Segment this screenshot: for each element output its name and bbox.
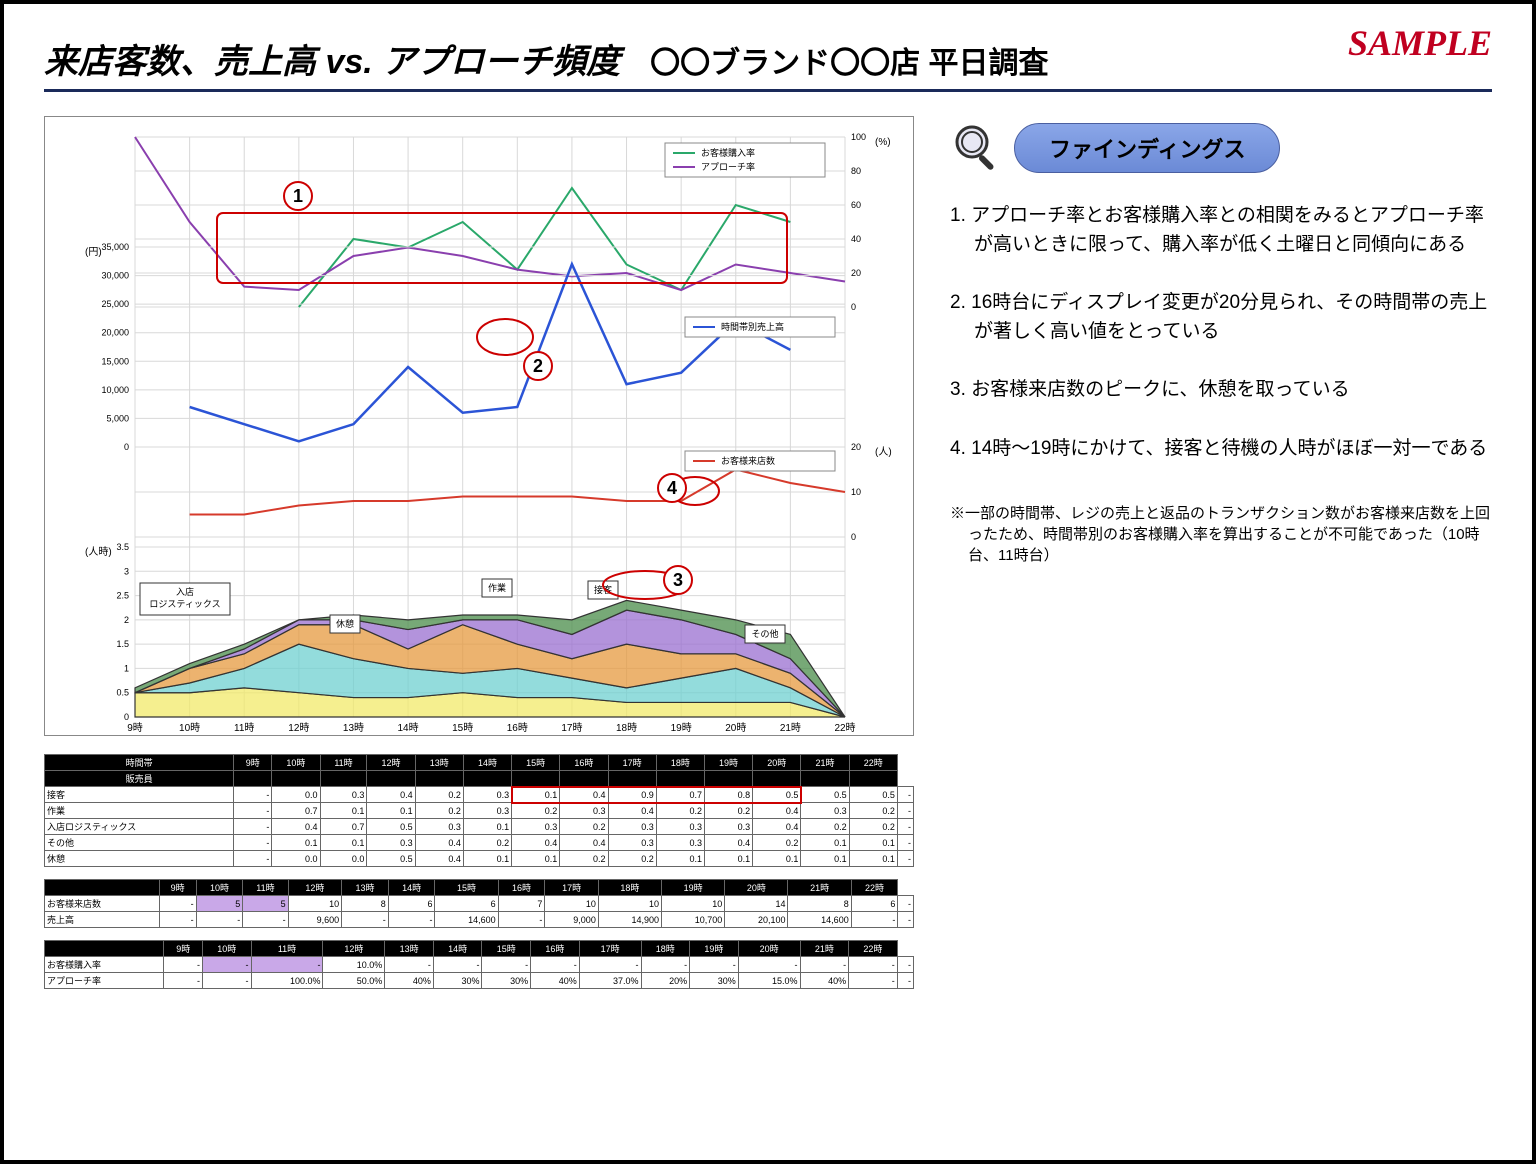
svg-text:ロジスティックス: ロジスティックス bbox=[149, 599, 220, 609]
data-table: 9時10時11時12時13時14時15時16時17時18時19時20時21時22… bbox=[44, 879, 914, 928]
svg-text:1.5: 1.5 bbox=[116, 639, 129, 649]
svg-text:お客様来店数: お客様来店数 bbox=[721, 455, 775, 466]
svg-text:お客様購入率: お客様購入率 bbox=[701, 147, 755, 158]
svg-text:15,000: 15,000 bbox=[101, 356, 129, 366]
finding-item: 4. 14時～19時にかけて、接客と待機の人時がほぼ一対一である bbox=[950, 435, 1492, 464]
svg-text:(円): (円) bbox=[85, 247, 102, 258]
svg-text:10: 10 bbox=[851, 487, 861, 497]
footnote: ※一部の時間帯、レジの売上と返品のトランザクション数がお客様来店数を上回ったため… bbox=[950, 503, 1492, 566]
svg-text:17時: 17時 bbox=[561, 722, 582, 734]
svg-text:20,000: 20,000 bbox=[101, 328, 129, 338]
svg-text:9時: 9時 bbox=[127, 722, 143, 734]
svg-text:1: 1 bbox=[124, 663, 129, 673]
svg-text:21時: 21時 bbox=[780, 722, 801, 734]
data-table: 9時10時11時12時13時14時15時16時17時18時19時20時21時22… bbox=[44, 940, 914, 989]
svg-text:時間帯別売上高: 時間帯別売上高 bbox=[721, 321, 784, 332]
svg-text:入店: 入店 bbox=[176, 586, 194, 597]
finding-item: 2. 16時台にディスプレイ変更が20分見られ、その時間帯の売上が著しく高い値を… bbox=[950, 289, 1492, 346]
svg-text:10時: 10時 bbox=[179, 722, 200, 734]
svg-text:20: 20 bbox=[851, 442, 861, 452]
findings-heading: ファインディングス bbox=[1014, 123, 1280, 173]
magnifier-icon bbox=[950, 120, 1006, 176]
svg-text:12時: 12時 bbox=[288, 722, 309, 734]
svg-text:0: 0 bbox=[851, 532, 856, 542]
svg-text:40: 40 bbox=[851, 234, 861, 244]
page-title-sub: 〇〇ブランド〇〇店 平日調査 bbox=[650, 38, 1048, 82]
svg-text:その他: その他 bbox=[751, 628, 778, 639]
svg-text:13時: 13時 bbox=[343, 722, 364, 734]
svg-text:100: 100 bbox=[851, 132, 866, 142]
findings-list: 1. アプローチ率とお客様購入率との相関をみるとアプローチ率が高いときに限って、… bbox=[950, 202, 1492, 463]
callout-number: 4 bbox=[657, 473, 687, 503]
svg-text:19時: 19時 bbox=[671, 722, 692, 734]
callout-number: 3 bbox=[663, 565, 693, 595]
svg-text:20: 20 bbox=[851, 268, 861, 278]
svg-text:10,000: 10,000 bbox=[101, 385, 129, 395]
page-title-main: 来店客数、売上高 vs. アプローチ頻度 bbox=[44, 34, 620, 83]
svg-text:30,000: 30,000 bbox=[101, 271, 129, 281]
svg-text:2: 2 bbox=[124, 615, 129, 625]
finding-item: 3. お客様来店数のピークに、休憩を取っている bbox=[950, 376, 1492, 405]
svg-text:0: 0 bbox=[124, 712, 129, 722]
svg-text:25,000: 25,000 bbox=[101, 299, 129, 309]
svg-text:35,000: 35,000 bbox=[101, 242, 129, 252]
svg-text:22時: 22時 bbox=[834, 722, 855, 734]
svg-text:(%): (%) bbox=[875, 137, 891, 148]
combined-chart: 9時10時11時12時13時14時15時16時17時18時19時20時21時22… bbox=[44, 116, 914, 736]
svg-text:2.5: 2.5 bbox=[116, 591, 129, 601]
callout-number: 2 bbox=[523, 351, 553, 381]
svg-text:80: 80 bbox=[851, 166, 861, 176]
svg-text:0: 0 bbox=[851, 302, 856, 312]
svg-text:5,000: 5,000 bbox=[106, 413, 129, 423]
svg-text:18時: 18時 bbox=[616, 722, 637, 734]
svg-text:60: 60 bbox=[851, 200, 861, 210]
findings-header: ファインディングス bbox=[950, 120, 1492, 176]
callout-number: 1 bbox=[283, 181, 313, 211]
svg-text:作業: 作業 bbox=[488, 582, 506, 593]
svg-text:15時: 15時 bbox=[452, 722, 473, 734]
svg-text:11時: 11時 bbox=[234, 722, 254, 734]
sample-stamp: SAMPLE bbox=[1348, 22, 1492, 64]
title-bar: 来店客数、売上高 vs. アプローチ頻度 〇〇ブランド〇〇店 平日調査 SAMP… bbox=[44, 34, 1492, 92]
svg-text:3: 3 bbox=[124, 566, 129, 576]
data-tables: 時間帯9時10時11時12時13時14時15時16時17時18時19時20時21… bbox=[44, 754, 914, 989]
svg-text:16時: 16時 bbox=[507, 722, 528, 734]
finding-item: 1. アプローチ率とお客様購入率との相関をみるとアプローチ率が高いときに限って、… bbox=[950, 202, 1492, 259]
data-table: 時間帯9時10時11時12時13時14時15時16時17時18時19時20時21… bbox=[44, 754, 914, 867]
svg-text:休憩: 休憩 bbox=[336, 618, 354, 629]
svg-text:0: 0 bbox=[124, 442, 129, 452]
svg-text:20時: 20時 bbox=[725, 722, 746, 734]
svg-text:アプローチ率: アプローチ率 bbox=[701, 161, 755, 172]
svg-text:14時: 14時 bbox=[398, 722, 419, 734]
svg-text:0.5: 0.5 bbox=[116, 688, 129, 698]
svg-text:(人): (人) bbox=[875, 446, 892, 458]
svg-text:(人時): (人時) bbox=[85, 546, 112, 558]
svg-text:3.5: 3.5 bbox=[116, 542, 129, 552]
